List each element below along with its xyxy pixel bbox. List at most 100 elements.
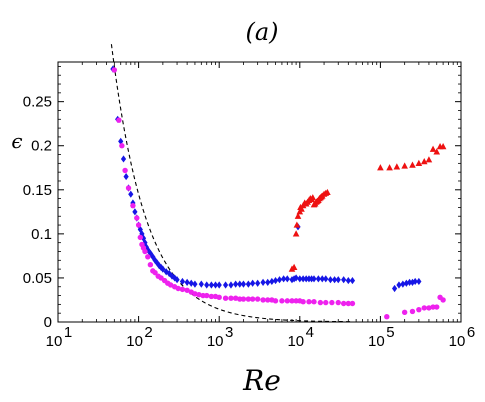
x-tick-exponent: 3	[225, 324, 233, 341]
data-point-diamond	[216, 281, 222, 289]
data-point-diamond	[311, 275, 317, 283]
y-tick-label: 0.1	[31, 226, 52, 243]
x-tick-label: 10	[287, 333, 304, 350]
data-point-diamond	[396, 281, 402, 289]
data-point-circle	[284, 298, 291, 304]
data-point-circle	[245, 296, 252, 302]
data-point-diamond	[331, 276, 338, 284]
data-point-circle	[345, 300, 352, 307]
data-point-circle	[122, 167, 128, 174]
data-point-triangle	[425, 156, 433, 163]
x-tick-label: 10	[368, 333, 385, 350]
data-point-diamond	[208, 281, 214, 289]
data-point-diamond	[240, 280, 247, 288]
data-point-diamond	[327, 276, 334, 284]
data-point-triangle	[294, 212, 302, 219]
data-point-diamond	[160, 265, 166, 273]
data-point-circle	[137, 234, 144, 241]
data-point-circle	[349, 300, 356, 307]
data-point-diamond	[237, 280, 243, 288]
plot-frame	[57, 61, 462, 323]
data-point-diamond	[276, 276, 283, 284]
data-point-triangle	[292, 230, 300, 237]
data-point-circle	[409, 308, 416, 315]
data-point-circle	[196, 291, 202, 298]
x-tick-exponent: 2	[144, 324, 152, 341]
y-tick-label: 0	[44, 314, 52, 331]
x-tick-label: 10	[449, 333, 466, 350]
data-point-circle	[204, 292, 210, 299]
data-point-triangle	[290, 263, 298, 270]
data-point-circle	[300, 299, 306, 305]
data-point-circle	[317, 299, 324, 306]
data-point-diamond	[192, 280, 198, 288]
x-tick-exponent: 5	[386, 324, 394, 341]
data-point-circle	[306, 299, 312, 305]
data-point-diamond	[158, 263, 164, 271]
data-point-circle	[216, 294, 222, 301]
data-point-circle	[249, 296, 256, 302]
data-point-diamond	[315, 275, 321, 283]
data-point-circle	[240, 296, 247, 302]
data-point-diamond	[228, 281, 234, 289]
data-point-triangle	[377, 164, 384, 171]
data-point-diamond	[184, 278, 190, 286]
data-point-circle	[119, 143, 125, 149]
data-point-diamond	[345, 276, 351, 285]
data-point-diamond	[179, 277, 186, 286]
x-tick-exponent: 6	[467, 324, 475, 341]
data-point-diamond	[166, 269, 172, 278]
data-point-circle	[401, 309, 408, 316]
x-tick-exponent: 1	[64, 324, 72, 341]
data-point-diamond	[349, 276, 356, 285]
data-point-circle	[130, 202, 136, 209]
data-point-diamond	[409, 278, 416, 286]
data-point-diamond	[255, 279, 261, 287]
x-axis-label: Re	[242, 364, 281, 397]
data-point-diamond	[245, 280, 251, 288]
y-tick-label: 0.25	[23, 94, 52, 111]
data-point-circle	[145, 254, 151, 260]
data-point-circle	[208, 293, 215, 300]
data-point-diamond	[222, 281, 229, 289]
data-point-diamond	[297, 275, 303, 283]
data-point-circle	[111, 67, 118, 73]
data-point-circle	[440, 297, 446, 303]
data-point-circle	[116, 117, 122, 123]
data-point-circle	[265, 297, 271, 303]
x-tick-label: 10	[126, 333, 143, 350]
data-point-circle	[184, 287, 190, 293]
data-point-triangle	[386, 164, 393, 171]
data-point-triangle	[324, 188, 331, 196]
data-point-diamond	[319, 275, 325, 283]
data-point-diamond	[265, 278, 271, 286]
data-point-circle	[384, 314, 390, 320]
data-point-circle	[279, 298, 285, 304]
data-point-diamond	[123, 172, 129, 181]
data-point-diamond	[289, 276, 295, 284]
data-point-diamond	[152, 256, 158, 264]
data-point-circle	[289, 298, 295, 304]
data-point-triangle	[298, 205, 305, 212]
data-point-circle	[147, 262, 154, 268]
data-point-triangle	[439, 143, 447, 150]
data-point-circle	[421, 305, 427, 311]
data-point-diamond	[341, 276, 347, 284]
data-point-diamond	[174, 276, 180, 284]
data-point-triangle	[415, 159, 423, 166]
y-tick-label: 0.2	[31, 138, 52, 155]
data-point-circle	[175, 285, 181, 292]
data-point-diamond	[391, 284, 398, 293]
data-point-diamond	[120, 155, 127, 163]
chart-title: (a)	[245, 18, 278, 46]
data-point-diamond	[172, 274, 178, 282]
data-point-circle	[179, 286, 186, 293]
data-point-triangle	[309, 194, 317, 201]
data-point-diamond	[293, 274, 299, 282]
data-point-circle	[426, 305, 432, 311]
data-point-circle	[335, 299, 341, 306]
data-point-diamond	[233, 280, 239, 288]
y-axis-label: ϵ	[11, 129, 22, 153]
data-point-circle	[323, 299, 329, 306]
data-point-circle	[340, 300, 347, 307]
